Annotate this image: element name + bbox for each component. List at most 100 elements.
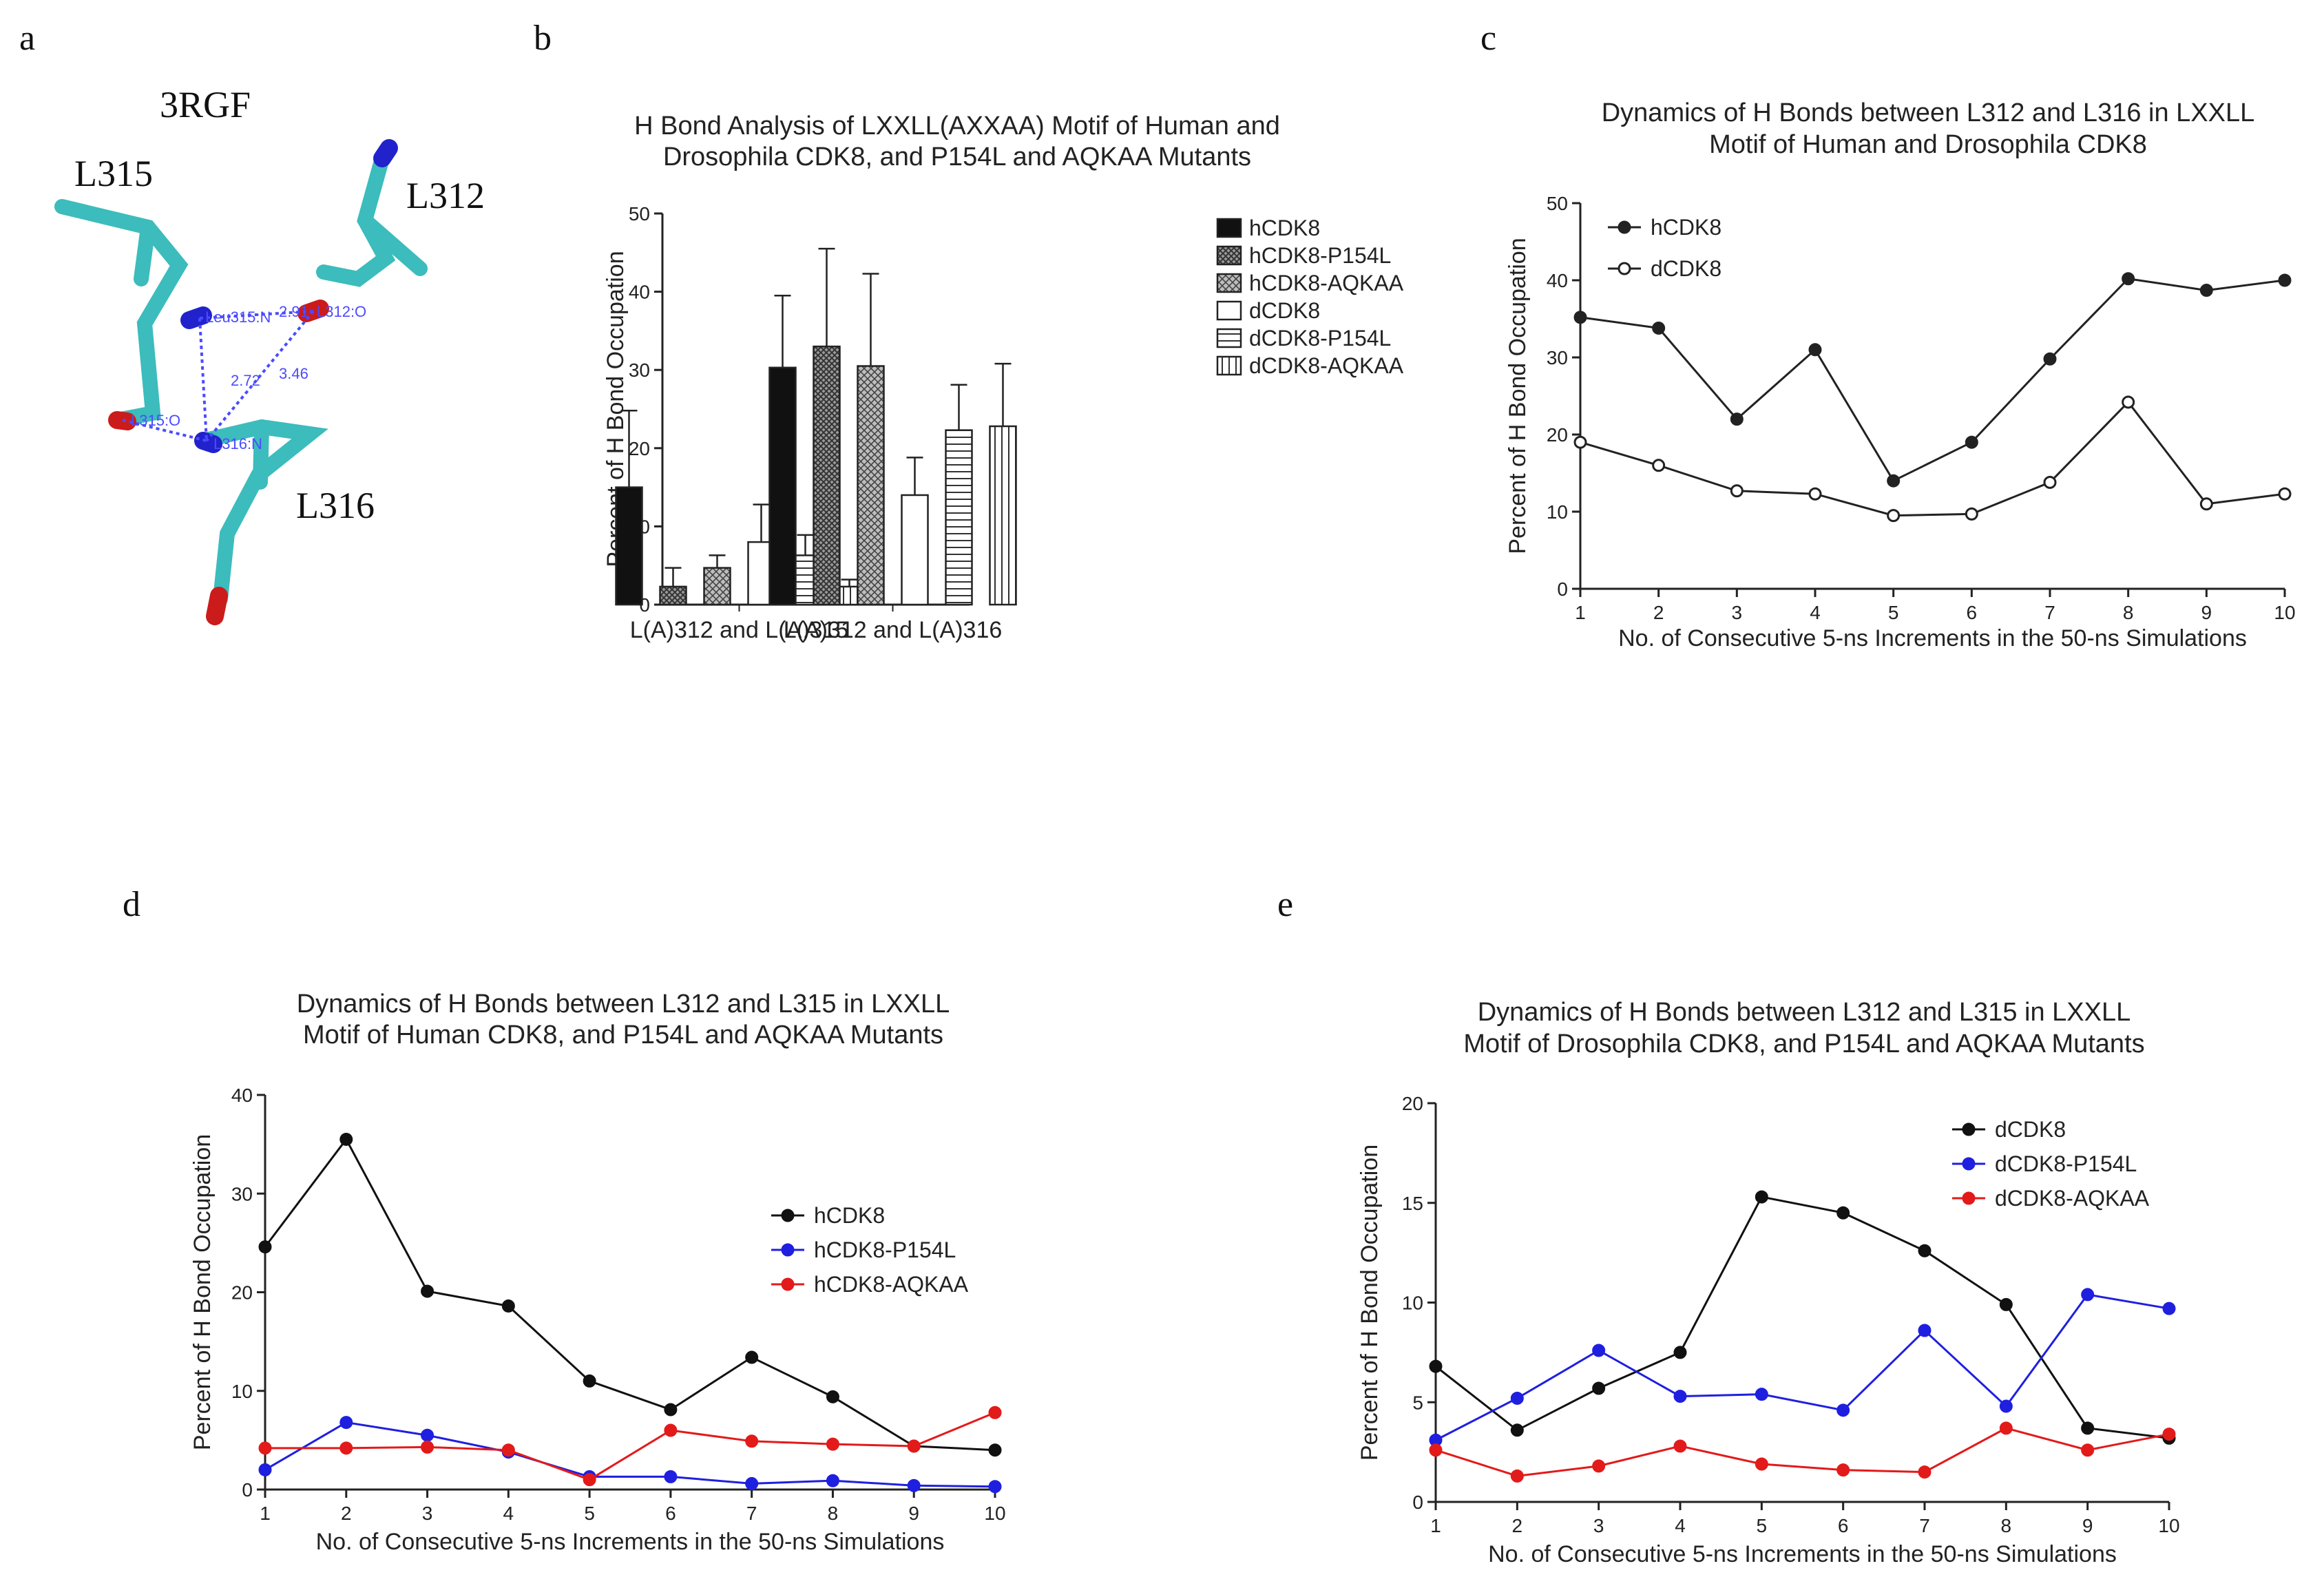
x-axis-title: No. of Consecutive 5-ns Increments in th… <box>1618 625 2247 651</box>
panel-letter-c: c <box>1480 19 1496 58</box>
legend-swatch-hCDK8 <box>1216 218 1242 238</box>
atom-label-l315o: L315:O <box>131 412 180 429</box>
data-point-hCDK8-AQKAA <box>988 1406 1002 1419</box>
legend-label-hCDK8-AQKAA: hCDK8-AQKAA <box>1249 271 1404 295</box>
x-tick-label: 2 <box>341 1503 352 1524</box>
data-point-dCDK8 <box>2043 475 2057 489</box>
series-line-dCDK8 <box>1435 1195 2170 1439</box>
atom-label-dist-291: 2.91 <box>279 303 308 320</box>
data-point-dCDK8-P154L <box>1918 1324 1932 1337</box>
pdb-id-label: 3RGF <box>160 84 251 125</box>
atom-label-leu315n: Leu315:N <box>205 309 271 326</box>
legend-label-dCDK8: dCDK8 <box>1995 1117 2066 1142</box>
legend-marker-dCDK8-P154L <box>1962 1157 1976 1171</box>
data-point-hCDK8 <box>664 1403 678 1417</box>
residue-label-l312: L312 <box>406 175 485 216</box>
data-point-dCDK8-AQKAA <box>2162 1428 2176 1441</box>
legend-marker-hCDK8-P154L <box>781 1243 795 1257</box>
residue-label-l316: L316 <box>296 485 375 526</box>
data-point-hCDK8-P154L <box>421 1428 435 1442</box>
data-point-dCDK8-P154L <box>1836 1403 1850 1417</box>
data-point-dCDK8-P154L <box>2162 1302 2176 1315</box>
x-tick-label: 4 <box>503 1503 514 1524</box>
legend-marker-hCDK8-AQKAA <box>781 1277 795 1291</box>
legend-marker-dCDK8-AQKAA <box>1962 1191 1976 1205</box>
data-point-hCDK8 <box>501 1299 515 1313</box>
x-tick-label: 2 <box>1512 1515 1523 1536</box>
data-point-dCDK8-P154L <box>1510 1391 1524 1405</box>
data-point-dCDK8-AQKAA <box>1510 1469 1524 1483</box>
atom-label-l316n: L316:N <box>213 435 262 452</box>
data-point-dCDK8 <box>2122 395 2135 409</box>
bar-dCDK8-AQKAA-2 <box>989 425 1017 606</box>
x-category-label: L(A)312 and L(A)315 <box>630 617 849 643</box>
bar-hCDK8-2 <box>768 366 797 606</box>
x-tick-label: 10 <box>984 1503 1005 1524</box>
hbond-lines <box>122 310 315 442</box>
data-point-hCDK8-AQKAA <box>501 1443 515 1457</box>
legend-marker-dCDK8 <box>1618 262 1631 275</box>
series-line-dCDK8-P154L <box>1435 1293 2170 1441</box>
y-tick-label: 20 <box>1402 1093 1423 1114</box>
data-point-hCDK8-P154L <box>907 1479 921 1492</box>
panel-letter-e: e <box>1277 885 1293 924</box>
y-tick-label: 10 <box>1402 1293 1423 1314</box>
chart-title-line-2: Motif of Human CDK8, and P154L and AQKAA… <box>303 1021 943 1049</box>
data-point-dCDK8-P154L <box>1673 1390 1687 1403</box>
y-tick-label: 20 <box>231 1282 253 1304</box>
legend-label-hCDK8: hCDK8 <box>814 1203 885 1228</box>
legend-marker-dCDK8 <box>1962 1122 1976 1136</box>
legend-swatch-dCDK8-P154L <box>1216 328 1242 348</box>
series-line-dCDK8 <box>1580 400 2285 517</box>
bar-hCDK8-P154L-1 <box>659 585 687 606</box>
chart-title-line-2: Motif of Drosophila CDK8, and P154L and … <box>1463 1030 2144 1058</box>
chart-title-line-1: Dynamics of H Bonds between L312 and L31… <box>297 990 950 1018</box>
y-tick-label: 40 <box>231 1085 253 1106</box>
legend-label-hCDK8: hCDK8 <box>1249 216 1320 240</box>
data-point-dCDK8 <box>1887 509 1901 523</box>
data-point-dCDK8 <box>2081 1421 2095 1435</box>
legend-label-dCDK8-P154L: dCDK8-P154L <box>1995 1151 2137 1176</box>
x-tick-label: 1 <box>260 1503 271 1524</box>
y-tick-label: 15 <box>1402 1193 1423 1214</box>
data-point-dCDK8-AQKAA <box>1673 1439 1687 1453</box>
chart-b: H Bond Analysis of LXXLL(AXXAA) Motif of… <box>603 112 1404 643</box>
x-tick-label: 6 <box>1967 602 1978 623</box>
chart-title-line-1: H Bond Analysis of LXXLL(AXXAA) Motif of… <box>634 112 1280 140</box>
legend-label-dCDK8-AQKAA: dCDK8-AQKAA <box>1995 1186 2150 1211</box>
legend-label-hCDK8-P154L: hCDK8-P154L <box>1249 243 1391 268</box>
distance-label-346: 3.46 <box>279 365 308 382</box>
series-line-dCDK8-AQKAA <box>1435 1427 2170 1477</box>
x-tick-label: 10 <box>2274 602 2295 623</box>
data-point-dCDK8-AQKAA <box>1429 1443 1443 1457</box>
o-atom-l312 <box>297 300 329 322</box>
y-axis-title: Percent of H Bond Occupation <box>1357 1145 1383 1461</box>
legend-marker-hCDK8 <box>781 1209 795 1222</box>
data-point-hCDK8 <box>1965 435 1978 449</box>
data-point-hCDK8 <box>2043 352 2057 366</box>
x-tick-label: 8 <box>828 1503 839 1524</box>
x-tick-label: 3 <box>422 1503 433 1524</box>
chart-c: Dynamics of H Bonds between L312 and L31… <box>1505 98 2296 651</box>
data-point-dCDK8 <box>2199 497 2213 511</box>
data-point-dCDK8 <box>1755 1190 1768 1204</box>
bar-dCDK8-2 <box>901 494 929 606</box>
data-point-hCDK8-AQKAA <box>745 1434 759 1448</box>
chart-title-line-2: Motif of Human and Drosophila CDK8 <box>1709 130 2147 159</box>
y-tick-label: 5 <box>1412 1392 1423 1413</box>
data-point-hCDK8 <box>1573 311 1587 324</box>
chart-d: Dynamics of H Bonds between L312 and L31… <box>189 990 1006 1555</box>
data-point-dCDK8-P154L <box>2081 1288 2095 1302</box>
data-point-dCDK8 <box>1808 487 1822 501</box>
data-point-hCDK8-P154L <box>664 1470 678 1483</box>
data-point-dCDK8 <box>2278 487 2292 501</box>
x-tick-label: 9 <box>908 1503 919 1524</box>
data-point-dCDK8-P154L <box>1592 1344 1606 1357</box>
data-point-hCDK8-AQKAA <box>339 1441 353 1455</box>
y-tick-label: 0 <box>1557 578 1568 600</box>
legend-swatch-hCDK8-P154L <box>1216 245 1242 266</box>
data-point-hCDK8 <box>258 1240 272 1254</box>
data-point-hCDK8 <box>745 1350 759 1364</box>
x-axis-title: No. of Consecutive 5-ns Increments in th… <box>1488 1541 2117 1567</box>
